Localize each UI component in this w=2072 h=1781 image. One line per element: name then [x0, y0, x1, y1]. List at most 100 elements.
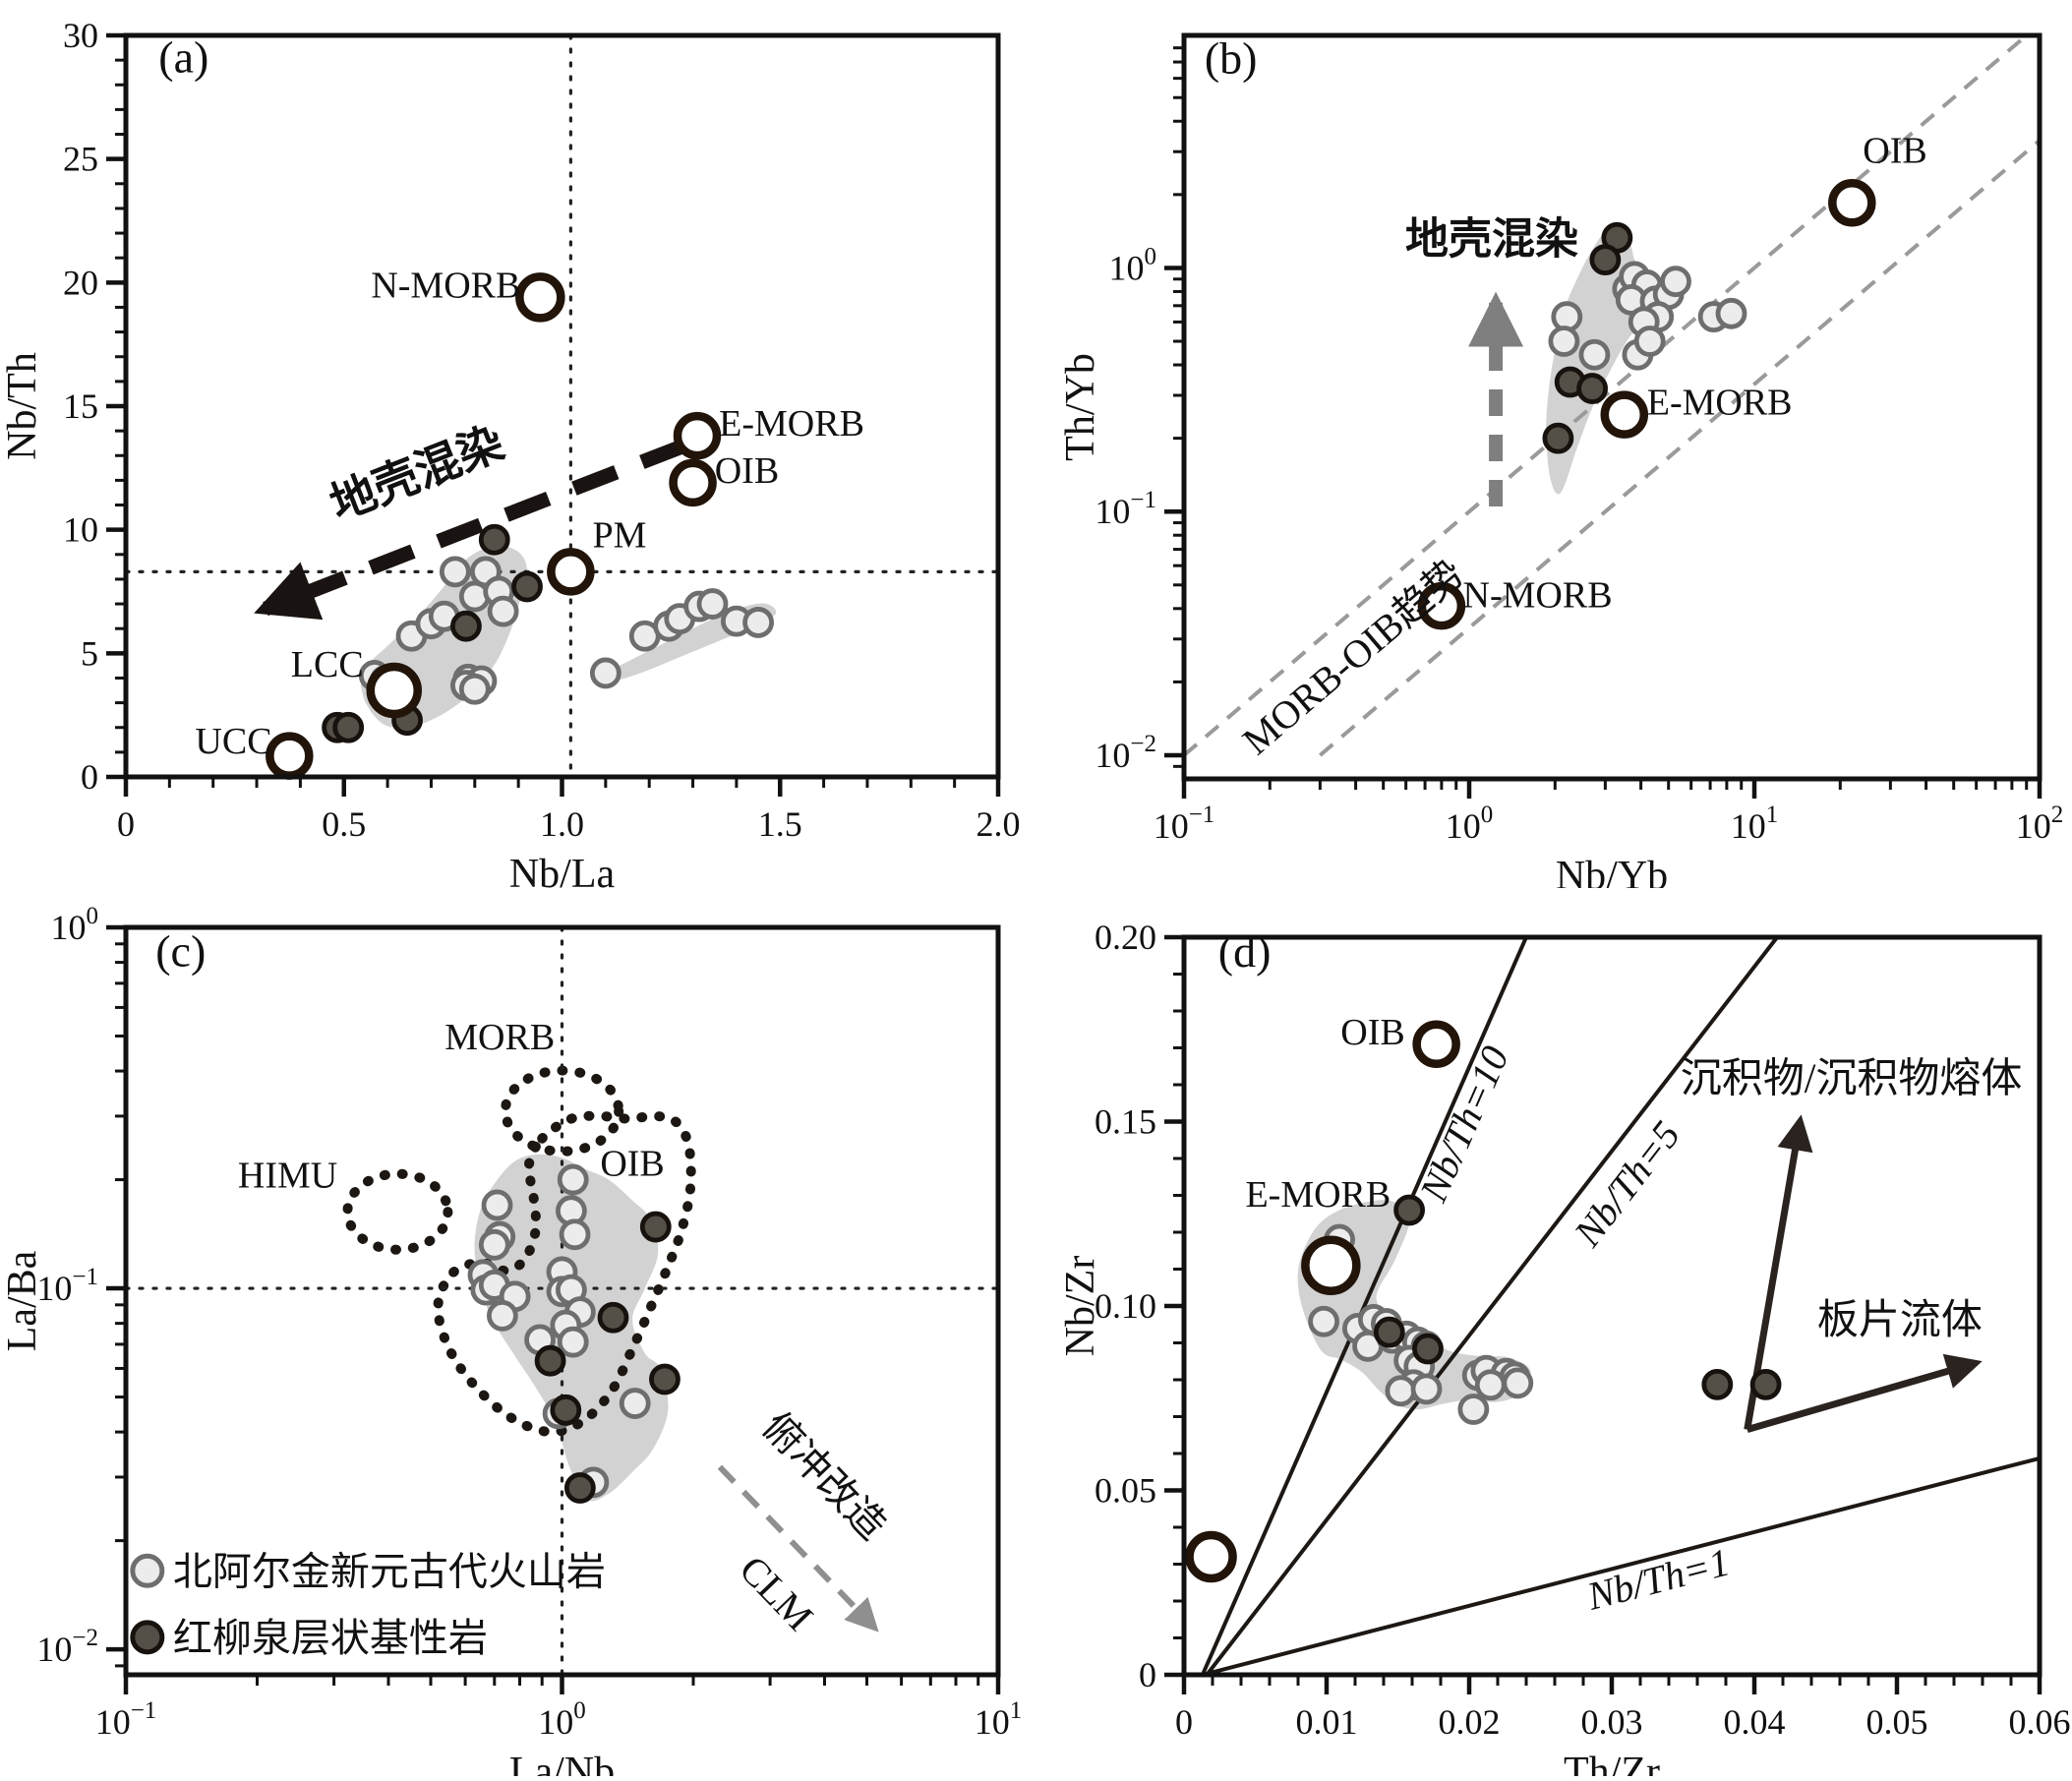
- x-tick-label: 0.04: [1724, 1702, 1786, 1742]
- OIB-field: [433, 1110, 696, 1438]
- data-point-light: [486, 1299, 518, 1332]
- data-point-light: [439, 556, 471, 588]
- y-tick-label: 0.15: [1095, 1102, 1156, 1142]
- y-tick-label: 10−1: [1095, 487, 1156, 531]
- y-axis-title: Nb/Th: [0, 352, 45, 460]
- annotation-label: OIB: [1863, 131, 1926, 172]
- data-point-light: [1457, 1394, 1490, 1425]
- data-point-dark: [511, 570, 543, 603]
- panel-d-container: Nb/Th=10 Nb/Th=5 Nb/Th=1 沉积物/沉积物熔体 板片流体 OIB E-…: [1036, 888, 2072, 1781]
- data-point-dark: [450, 610, 482, 642]
- data-point-dark: [550, 1394, 582, 1426]
- x-tick-label: 101: [975, 1697, 1023, 1742]
- y-tick-label: 10−2: [1095, 731, 1156, 775]
- panel-c-container: MORB HIMU OIB 俯冲改造 CLM 北阿尔金新元古代火山岩 红柳泉层状基性岩 10−…: [0, 888, 1036, 1781]
- x-tick-label: 0.5: [322, 804, 366, 844]
- data-point-light: [696, 588, 729, 620]
- reference-point-E-MORB: [673, 411, 722, 460]
- y-tick-label: 100: [51, 903, 99, 947]
- y-tick-label: 20: [63, 263, 98, 302]
- data-point-light: [1578, 338, 1611, 371]
- y-tick-label: 0.20: [1095, 918, 1156, 957]
- panel-d-chart: Nb/Th=10 Nb/Th=5Nb/Th=1沉积物/沉积物熔体板片流体OIBE-…: [1058, 918, 2071, 1781]
- reference-point-UCC: [266, 732, 314, 780]
- y-tick-label: 0: [81, 757, 98, 797]
- data-point-light: [458, 673, 491, 705]
- data-point-dark: [1589, 244, 1622, 276]
- data-point-light: [1660, 266, 1691, 298]
- reference-point-E-MORB: [1600, 390, 1649, 439]
- annotation-arrow: [1746, 1353, 1983, 1433]
- reference-point-E-MORB: [1301, 1235, 1361, 1295]
- annotation-label: Nb/Th=1: [1582, 1539, 1735, 1619]
- data-point-light: [1410, 1373, 1443, 1405]
- data-point-light: [478, 1228, 510, 1261]
- x-axis-title: Nb/La: [509, 852, 616, 888]
- data-point-light: [619, 1388, 651, 1419]
- data-point-light: [487, 595, 519, 627]
- data-point-light: [1633, 326, 1666, 357]
- x-tick-label: 0.05: [1866, 1702, 1928, 1742]
- data-point-dark: [1542, 422, 1574, 454]
- x-tick-label: 1.5: [758, 804, 802, 844]
- x-tick-label: 10−1: [1154, 801, 1215, 846]
- x-tick-label: 0: [1175, 1702, 1193, 1742]
- annotation-label: 地壳混染: [1405, 214, 1578, 263]
- panel-a-chart: 地壳混染 N-MORB E-MORB OIB PM LCC UCC 0 0.5 1.0 1.5 2.0…: [0, 16, 1021, 897]
- annotation-label: MORB: [444, 1017, 555, 1058]
- legend-label: 红柳泉层状基性岩: [173, 1616, 488, 1660]
- y-tick-label: 0.10: [1095, 1286, 1156, 1326]
- reference-point-OIB: [1828, 178, 1876, 227]
- annotation-label: E-MORB: [719, 403, 864, 445]
- annotation-arrow: [717, 1464, 879, 1633]
- x-axis-title: La/Nb: [509, 1750, 615, 1776]
- data-point-dark: [478, 523, 510, 556]
- annotation-label: CLM: [731, 1547, 822, 1639]
- annotation-label: UCC: [195, 721, 271, 762]
- y-tick-label: 10−1: [36, 1264, 98, 1308]
- data-point-light: [557, 1163, 589, 1196]
- annotation-arrow: [254, 439, 687, 621]
- data-point-dark: [1749, 1368, 1782, 1400]
- axes-box: [1181, 32, 2042, 782]
- annotation-label: OIB: [600, 1144, 664, 1185]
- data-point-light: [557, 1326, 589, 1358]
- x-tick-label: 2.0: [977, 804, 1021, 844]
- trend-line: [1184, 35, 2030, 757]
- annotation-label: N-MORB: [1463, 574, 1613, 616]
- data-point-light: [1502, 1367, 1534, 1399]
- annotation-label: LCC: [291, 644, 364, 685]
- panel-letter: (c): [155, 926, 206, 977]
- reference-point-PM: [547, 548, 595, 596]
- panel-letter: (d): [1218, 926, 1272, 977]
- y-tick-label: 10: [63, 510, 98, 550]
- y-axis-title: Th/Yb: [1058, 353, 1103, 461]
- y-tick-label: 5: [81, 633, 98, 673]
- data-point-dark: [332, 711, 365, 743]
- trend-line: [1201, 937, 1528, 1675]
- x-tick-label: 0.06: [2009, 1702, 2071, 1742]
- panel-a-container: 地壳混染 N-MORB E-MORB OIB PM LCC UCC 0 0.5 1.0 1.5 2.0…: [0, 0, 1036, 897]
- annotation-label: N-MORB: [371, 265, 520, 306]
- x-tick-label: 101: [1731, 801, 1779, 846]
- y-tick-label: 0: [1139, 1655, 1156, 1694]
- data-point-dark: [534, 1344, 566, 1377]
- reference-point-N-MORB-unlabeled: [1185, 1530, 1237, 1583]
- x-tick-label: 0.01: [1296, 1702, 1358, 1742]
- data-point-light: [481, 1189, 513, 1221]
- panel-letter: (b): [1205, 32, 1258, 83]
- panel-letter: (a): [158, 32, 208, 83]
- y-tick-label: 10−2: [36, 1625, 98, 1669]
- annotation-label: E-MORB: [1245, 1174, 1391, 1216]
- x-axis-title: Th/Zr: [1564, 1750, 1660, 1776]
- data-point-dark: [563, 1472, 596, 1504]
- x-tick-label: 0.03: [1581, 1702, 1643, 1742]
- annotation-label: E-MORB: [1647, 383, 1793, 424]
- annotation-label: OIB: [715, 450, 779, 492]
- y-tick-label: 30: [63, 16, 98, 55]
- data-point-dark: [1393, 1194, 1426, 1226]
- data-point-light: [1715, 297, 1747, 329]
- trend-line: [1205, 937, 1779, 1675]
